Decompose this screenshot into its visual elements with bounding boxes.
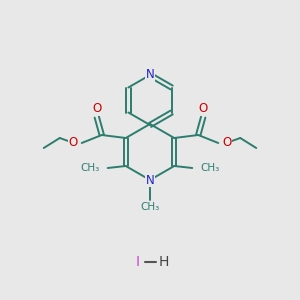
- Text: I: I: [136, 255, 140, 269]
- Text: N: N: [146, 173, 154, 187]
- Text: N: N: [146, 68, 154, 82]
- Text: O: O: [92, 103, 101, 116]
- Text: CH₃: CH₃: [140, 202, 160, 212]
- Text: H: H: [159, 255, 169, 269]
- Text: O: O: [68, 136, 78, 149]
- Text: O: O: [199, 103, 208, 116]
- Text: CH₃: CH₃: [200, 163, 220, 173]
- Text: CH₃: CH₃: [80, 163, 100, 173]
- Text: O: O: [222, 136, 232, 149]
